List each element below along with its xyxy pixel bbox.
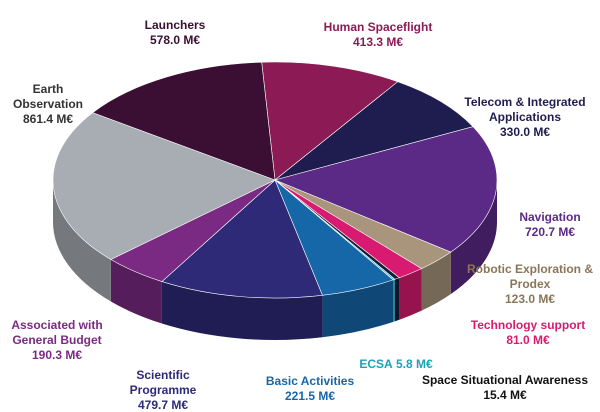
label-name: Human Spaceflight [323,20,433,34]
slice-side [110,259,162,324]
label-name: Technology support [470,318,586,332]
slice [92,61,276,181]
label-name: Telecom & Integrated Applications [464,95,586,124]
label-name: Basic Activities [265,374,355,388]
label-name: ECSA [359,357,393,371]
label-name: Earth Observation [12,82,84,111]
label-value: 81.0 M€ [506,333,550,347]
slice-side [394,277,400,322]
label-value: 123.0 M€ [504,292,556,306]
slice-label: Associated with General Budget 190.3 M€ [2,318,112,363]
slice-side [421,252,451,311]
slice-side [450,180,497,295]
slice [274,81,474,181]
slice-label: Navigation 720.7 M€ [490,210,600,240]
label-value: 861.4 M€ [22,112,74,126]
label-value: 413.3 M€ [352,35,404,49]
slice-label: Earth Observation 861.4 M€ [0,82,98,127]
label-value: 15.4 M€ [483,388,527,402]
slice-label: Telecom & Integrated Applications 330.0 M… [450,95,600,140]
label-value: 720.7 M€ [524,225,576,239]
label-value: 479.7 M€ [137,398,189,412]
label-value: 330.0 M€ [499,125,551,139]
slice-label: Basic Activities 221.5 M€ [260,374,360,404]
slice [274,126,498,253]
label-name: Associated with General Budget [11,318,103,347]
slice-label: Launchers 578.0 M€ [125,18,225,48]
label-name: Space Situational Awareness [421,373,589,387]
label-name: Navigation [519,210,581,224]
slice-label: Human Spaceflight 413.3 M€ [293,20,463,50]
slice [161,179,323,299]
slice-side [399,268,422,320]
slice-label: Technology support 81.0 M€ [463,318,593,348]
slice-label: Robotic Exploration & Prodex 123.0 M€ [460,262,600,307]
slice [52,112,276,260]
slice-side [393,279,395,322]
slice-label: Space Situational Awareness 15.4 M€ [415,373,595,403]
slice-side [161,281,323,341]
slice-label: Scientific Programme 479.7 M€ [103,368,223,412]
slice-side [322,279,394,338]
label-value: 5.8 M€ [396,357,433,371]
slice [261,61,399,181]
label-name: Robotic Exploration & Prodex [467,262,593,291]
label-name: Scientific Programme [129,368,197,397]
label-value: 221.5 M€ [284,389,336,403]
slice-label: ECSA 5.8 M€ [351,357,441,372]
slice-side [53,180,111,302]
label-value: 190.3 M€ [31,348,83,362]
label-value: 578.0 M€ [149,33,201,47]
label-name: Launchers [144,18,206,32]
